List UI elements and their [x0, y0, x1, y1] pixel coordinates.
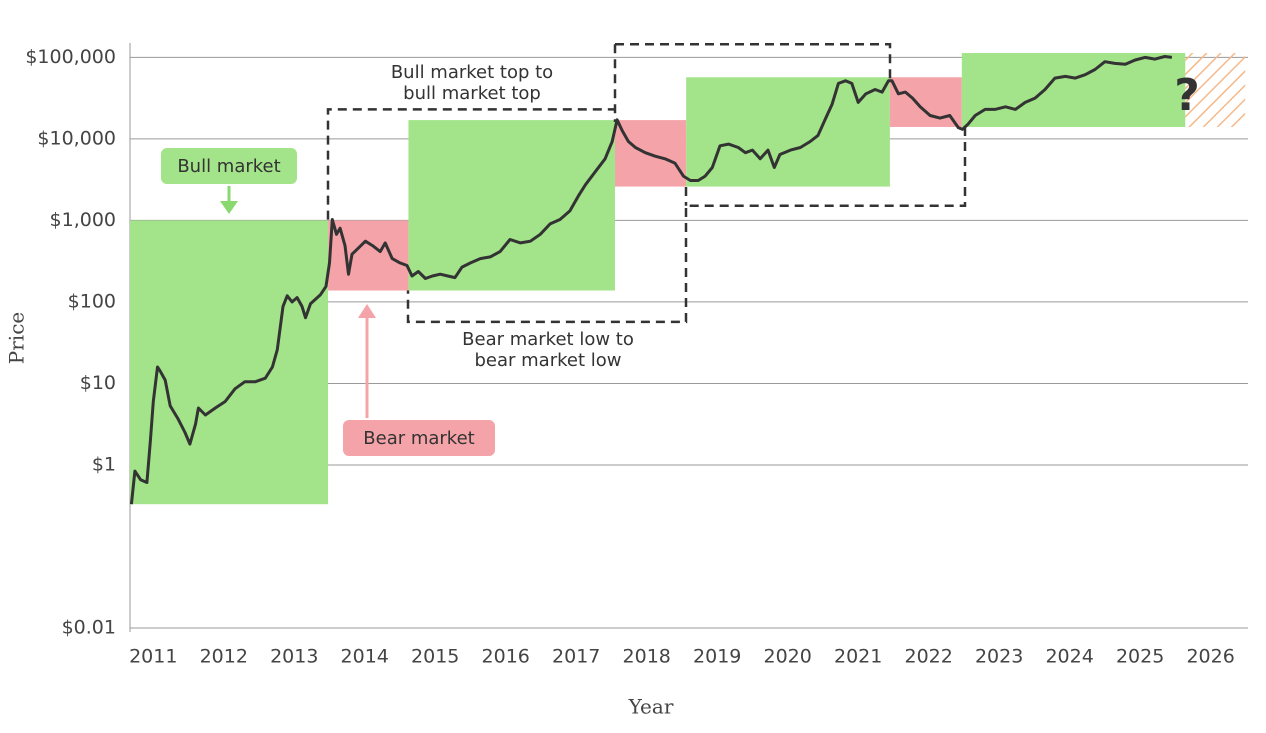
- arrow-head: [220, 201, 238, 214]
- annotation-text: bear market low: [475, 350, 622, 371]
- x-axis-title: Year: [628, 695, 674, 719]
- y-tick-label: $10: [80, 372, 116, 394]
- y-tick-label: $1,000: [50, 209, 116, 231]
- y-axis-title: Price: [5, 312, 29, 364]
- annotation-label: Bear market: [363, 428, 474, 449]
- x-tick-label: 2022: [904, 646, 952, 668]
- question-mark: ?: [1174, 70, 1200, 121]
- x-tick-label: 2025: [1116, 646, 1164, 668]
- top-to-top-bracket: [326, 43, 892, 220]
- x-tick-label: 2018: [623, 646, 671, 668]
- bull-label-box: [161, 148, 297, 184]
- x-tick-label: 2016: [482, 646, 530, 668]
- x-tick-label: 2017: [552, 646, 600, 668]
- price-line: [129, 55, 1173, 505]
- x-tick-label: 2013: [270, 646, 318, 668]
- bear-label-box: [343, 420, 495, 456]
- x-tick-label: 2012: [200, 646, 248, 668]
- market-region: [130, 220, 329, 505]
- x-tick-label: 2015: [411, 646, 459, 668]
- x-tick-label: 2021: [834, 646, 882, 668]
- annotation-text: bull market top: [403, 83, 541, 104]
- annotations: Bull market top to bull market top Bear …: [5, 43, 1200, 719]
- annotation-text: Bear market low to: [462, 329, 634, 350]
- plot-area: $0.01 $1 $10 $100 $1,000 $10,000 $100,000 2011 2…: [25, 43, 1248, 668]
- y-tick-label: $100: [68, 290, 116, 312]
- x-tick-label: 2011: [129, 646, 177, 668]
- x-tick-label: 2014: [341, 646, 389, 668]
- x-tick-label: 2026: [1186, 646, 1234, 668]
- market-region: [961, 53, 1186, 127]
- annotation-text: Bull market top to: [391, 62, 553, 83]
- arrow-head: [358, 304, 376, 318]
- annotation-label: Bull market: [177, 156, 280, 177]
- y-tick-label: $100,000: [25, 46, 116, 68]
- y-tick-label: $10,000: [37, 127, 116, 149]
- forecast-region: [1185, 53, 1246, 127]
- low-to-low-bracket: [406, 127, 967, 324]
- market-region: [408, 120, 615, 291]
- y-tick-label: $1: [92, 453, 116, 475]
- market-region: [889, 77, 962, 127]
- market-region: [686, 77, 890, 187]
- x-tick-label: 2019: [693, 646, 741, 668]
- x-tick-label: 2024: [1045, 646, 1093, 668]
- x-tick-label: 2020: [764, 646, 812, 668]
- x-tick-label: 2023: [975, 646, 1023, 668]
- y-tick-label: $0.01: [62, 617, 116, 639]
